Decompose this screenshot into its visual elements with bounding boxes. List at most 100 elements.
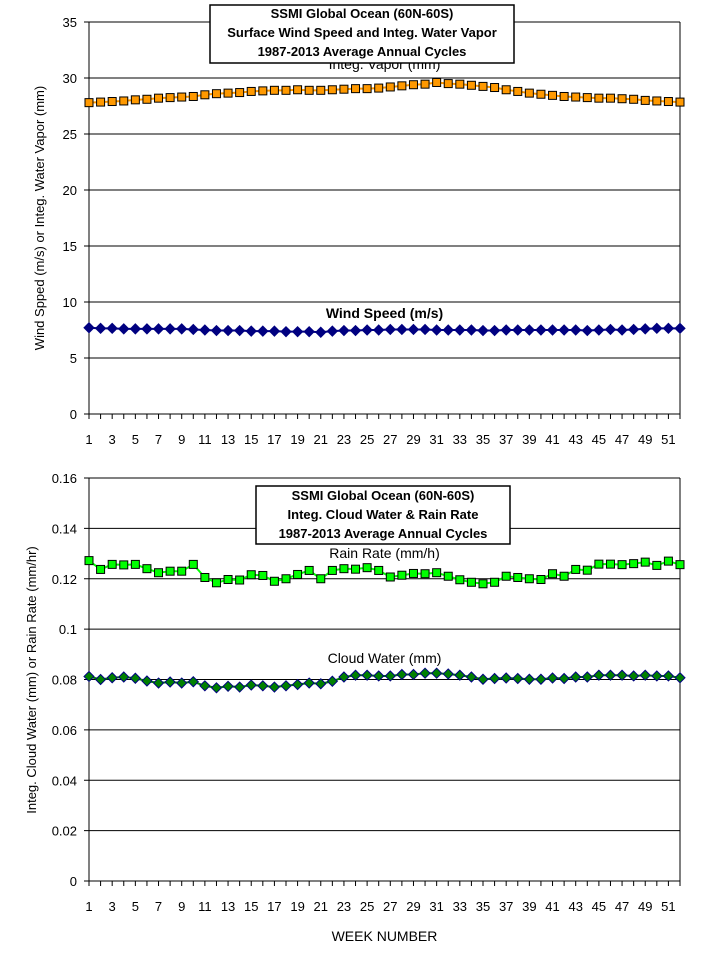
data-point [559,571,569,581]
data-point [119,560,129,570]
data-point [454,669,466,681]
data-point [478,579,488,589]
series-label: Cloud Water (mm) [328,650,442,666]
data-point [627,323,640,336]
data-point [384,670,397,682]
data-point [443,571,453,581]
y-tick-label: 0.04 [52,773,77,788]
x-tick-label: 23 [337,432,351,447]
data-point [675,560,685,570]
data-point [304,85,314,95]
data-point [407,668,420,681]
series-rain-rate-mm-h- [84,556,685,589]
x-tick-label: 19 [290,432,304,447]
data-point [129,323,142,335]
data-point [604,323,617,336]
data-point [361,669,373,681]
x-tick-label: 45 [592,899,606,914]
x-tick-label: 33 [453,899,467,914]
data-point [432,77,442,87]
y-tick-label: 0 [70,407,77,422]
data-point [349,669,362,681]
data-point [303,677,315,689]
data-point [501,571,511,581]
data-point [281,574,291,584]
y-tick-label: 5 [70,351,77,366]
data-point [662,322,675,335]
data-point [430,324,443,336]
data-point [175,323,188,335]
data-point [130,95,140,105]
x-tick-label: 9 [178,899,185,914]
data-point [488,672,501,685]
x-tick-label: 1 [85,899,92,914]
data-point [594,559,604,569]
y-axis-label: Wind Spped (m/s) or Integ. Water Vapor (… [32,86,47,350]
data-point [280,325,292,338]
x-tick-label: 47 [615,899,629,914]
x-tick-label: 37 [499,432,513,447]
x-tick-label: 7 [155,899,162,914]
data-point [141,323,153,335]
data-point [488,324,501,337]
x-tick-label: 27 [383,432,397,447]
data-point [327,565,337,575]
x-tick-label: 33 [453,432,467,447]
data-point [84,556,94,566]
data-point [443,79,453,89]
data-point [316,574,326,584]
data-point [442,324,454,336]
data-point [84,98,94,108]
y-tick-label: 0.16 [52,471,77,486]
data-point [281,85,291,95]
data-point [246,570,256,580]
data-point [651,322,663,335]
data-point [374,83,384,93]
data-point [523,673,536,685]
data-point [604,669,617,681]
data-point [235,575,245,585]
x-tick-label: 17 [267,899,281,914]
data-point [536,575,546,585]
data-point [420,79,430,89]
data-point [349,324,362,337]
y-tick-label: 0.06 [52,723,77,738]
x-tick-label: 7 [155,432,162,447]
data-point [175,677,188,689]
data-point [640,95,650,105]
data-point [200,90,210,100]
data-point [210,682,223,694]
data-point [223,575,233,585]
x-axis-label: WEEK NUMBER [332,928,438,944]
y-tick-label: 0.1 [59,622,77,637]
chart-title-line: Surface Wind Speed and Integ. Water Vapo… [227,25,497,40]
data-point [316,85,326,95]
data-point [558,324,570,336]
data-point [397,81,407,91]
data-point [106,322,118,335]
data-point [558,672,570,685]
data-point [164,323,176,335]
data-point [199,680,211,692]
data-point [454,324,466,336]
data-point [304,565,314,575]
data-point [430,667,443,679]
data-point [639,669,651,681]
y-tick-label: 0 [70,874,77,889]
data-point [640,557,650,567]
data-point [362,84,372,94]
data-point [269,576,279,586]
data-point [129,672,142,684]
x-tick-label: 49 [638,899,652,914]
data-point [408,80,418,90]
data-point [258,86,268,96]
data-point [94,322,107,335]
data-point [269,85,279,95]
data-point [465,324,478,336]
data-point [535,673,547,685]
data-point [593,669,605,681]
data-point [571,564,581,574]
data-point [210,324,223,337]
data-point [222,680,234,693]
